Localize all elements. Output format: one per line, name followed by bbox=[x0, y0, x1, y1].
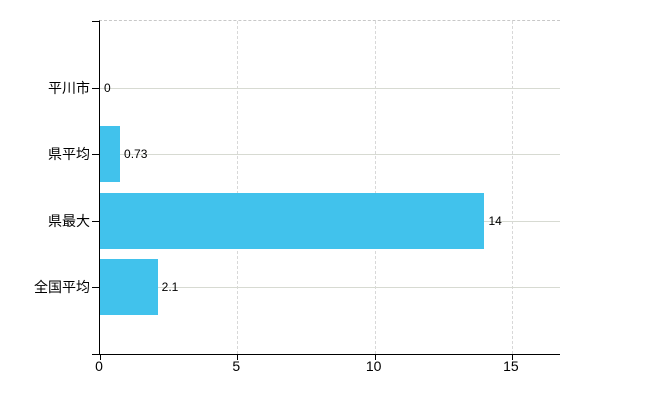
bar bbox=[100, 126, 121, 183]
y-axis-end-tick bbox=[92, 21, 100, 22]
gridline-horizontal bbox=[100, 154, 560, 156]
y-axis-tick bbox=[92, 87, 100, 89]
y-axis-end-tick bbox=[92, 354, 100, 355]
y-axis-tick bbox=[92, 154, 100, 156]
x-axis-tick bbox=[237, 355, 239, 360]
x-axis-tick bbox=[374, 355, 376, 360]
category-label: 県最大 bbox=[48, 212, 90, 229]
bar bbox=[100, 259, 158, 316]
bar-value-label: 0 bbox=[104, 80, 111, 95]
bar-value-label: 0.73 bbox=[124, 147, 148, 162]
category-label: 全国平均 bbox=[34, 279, 90, 296]
gridline-vertical bbox=[237, 21, 239, 354]
bar-value-label: 14 bbox=[488, 213, 502, 228]
category-label: 平川市 bbox=[48, 79, 90, 96]
bar bbox=[100, 192, 485, 249]
x-axis-tick-label: 10 bbox=[365, 358, 382, 374]
x-axis-tick bbox=[511, 355, 513, 360]
plot-area: 0 0.73 14 2.1 bbox=[92, 20, 560, 360]
x-axis-tick-label: 5 bbox=[232, 358, 241, 374]
y-axis-tick bbox=[92, 287, 100, 289]
x-axis-tick-label: 0 bbox=[95, 358, 103, 374]
y-axis-tick bbox=[92, 220, 100, 222]
gridline-vertical bbox=[374, 21, 376, 354]
bar-value-label: 2.1 bbox=[161, 280, 179, 295]
x-axis-tick bbox=[100, 355, 101, 360]
category-label: 県平均 bbox=[48, 146, 90, 163]
x-axis-tick-label: 15 bbox=[503, 358, 519, 374]
gridline-vertical bbox=[511, 21, 513, 354]
gridline-horizontal bbox=[100, 287, 560, 289]
gridline-horizontal bbox=[100, 87, 560, 89]
